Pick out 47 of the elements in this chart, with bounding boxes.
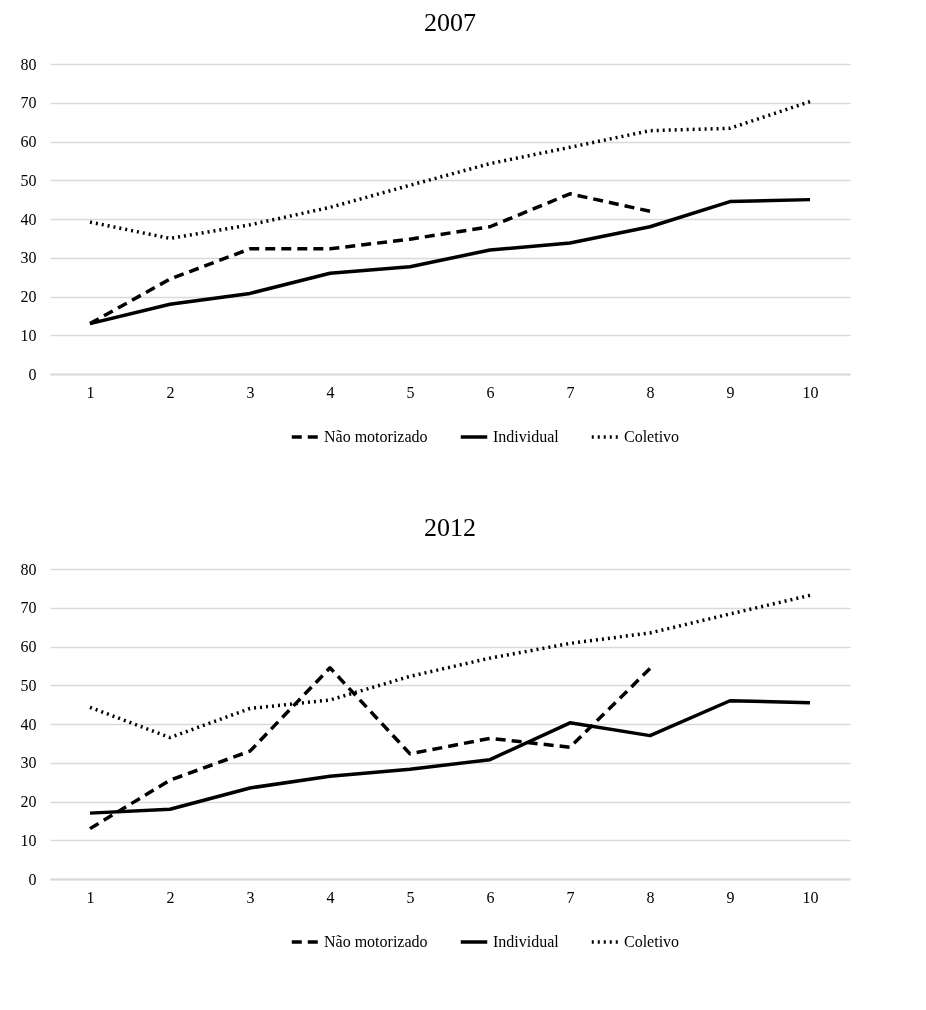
legend-label: Coletivo xyxy=(624,428,680,445)
x-tick-label: 8 xyxy=(646,888,655,906)
x-tick-label: 10 xyxy=(802,888,819,906)
x-tick-label: 7 xyxy=(566,888,575,906)
x-tick-label: 9 xyxy=(726,383,735,401)
y-tick-label: 50 xyxy=(20,676,37,694)
x-tick-label: 6 xyxy=(486,383,495,401)
x-tick-label: 1 xyxy=(86,888,95,906)
y-tick-label: 80 xyxy=(20,560,37,578)
x-tick-label: 4 xyxy=(326,888,335,906)
x-tick-label: 3 xyxy=(246,383,255,401)
x-tick-label: 8 xyxy=(646,383,655,401)
legend-label: Individual xyxy=(493,933,560,950)
y-tick-label: 20 xyxy=(20,288,37,305)
y-tick-label: 30 xyxy=(20,249,37,267)
legend-label: Não motorizado xyxy=(324,428,428,445)
y-tick-label: 80 xyxy=(20,55,37,73)
y-tick-label: 60 xyxy=(20,133,37,150)
x-tick-label: 2 xyxy=(166,383,175,401)
x-tick-label: 4 xyxy=(326,383,335,401)
y-tick-label: 20 xyxy=(20,793,37,810)
legend-label: Individual xyxy=(493,428,560,445)
chart-title: 2007 xyxy=(424,8,476,37)
y-tick-label: 0 xyxy=(28,365,37,383)
y-tick-label: 70 xyxy=(20,599,37,617)
y-tick-label: 10 xyxy=(20,326,37,344)
x-tick-label: 2 xyxy=(166,888,175,906)
x-tick-label: 9 xyxy=(726,888,735,906)
y-tick-label: 70 xyxy=(20,94,37,112)
x-tick-label: 5 xyxy=(406,888,415,906)
chart-title: 2012 xyxy=(424,513,476,542)
y-tick-label: 50 xyxy=(20,171,37,189)
y-tick-label: 10 xyxy=(20,831,37,849)
x-tick-label: 1 xyxy=(86,383,95,401)
x-tick-label: 6 xyxy=(486,888,495,906)
y-tick-label: 40 xyxy=(20,715,37,733)
legend-label: Não motorizado xyxy=(324,933,428,950)
y-tick-label: 30 xyxy=(20,754,37,772)
x-tick-label: 3 xyxy=(246,888,255,906)
x-tick-label: 7 xyxy=(566,383,575,401)
y-tick-label: 60 xyxy=(20,638,37,655)
x-tick-label: 5 xyxy=(406,383,415,401)
legend-label: Coletivo xyxy=(624,933,680,950)
y-tick-label: 0 xyxy=(28,870,37,888)
line-series xyxy=(88,99,812,241)
x-tick-label: 10 xyxy=(802,383,819,401)
y-tick-label: 40 xyxy=(20,210,37,228)
